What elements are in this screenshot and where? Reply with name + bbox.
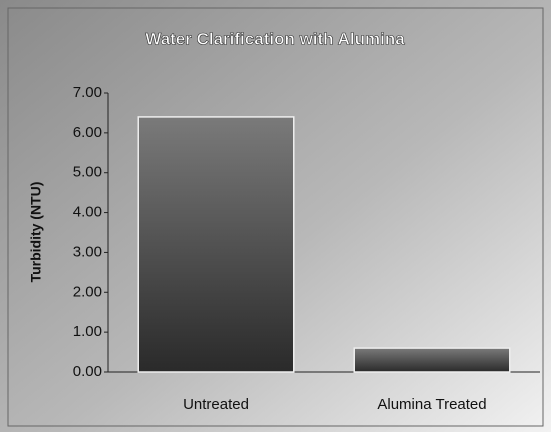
y-tick-label: 2.00	[73, 283, 102, 300]
y-tick-label: 6.00	[73, 124, 102, 141]
y-tick-label: 3.00	[73, 243, 102, 260]
y-tick-label: 1.00	[73, 323, 102, 340]
y-axis-title: Turbidity (NTU)	[28, 182, 44, 283]
chart-border	[7, 7, 544, 427]
x-tick-label: Untreated	[183, 396, 249, 413]
x-tick-label: Alumina Treated	[377, 396, 486, 413]
y-tick-label: 0.00	[73, 363, 102, 380]
bar	[137, 116, 295, 373]
chart-title: Water Clarification with Alumina	[145, 29, 405, 48]
y-tick-label: 7.00	[73, 84, 102, 101]
y-tick-label: 5.00	[73, 164, 102, 181]
y-tick-label: 4.00	[73, 204, 102, 221]
bar	[353, 347, 511, 373]
